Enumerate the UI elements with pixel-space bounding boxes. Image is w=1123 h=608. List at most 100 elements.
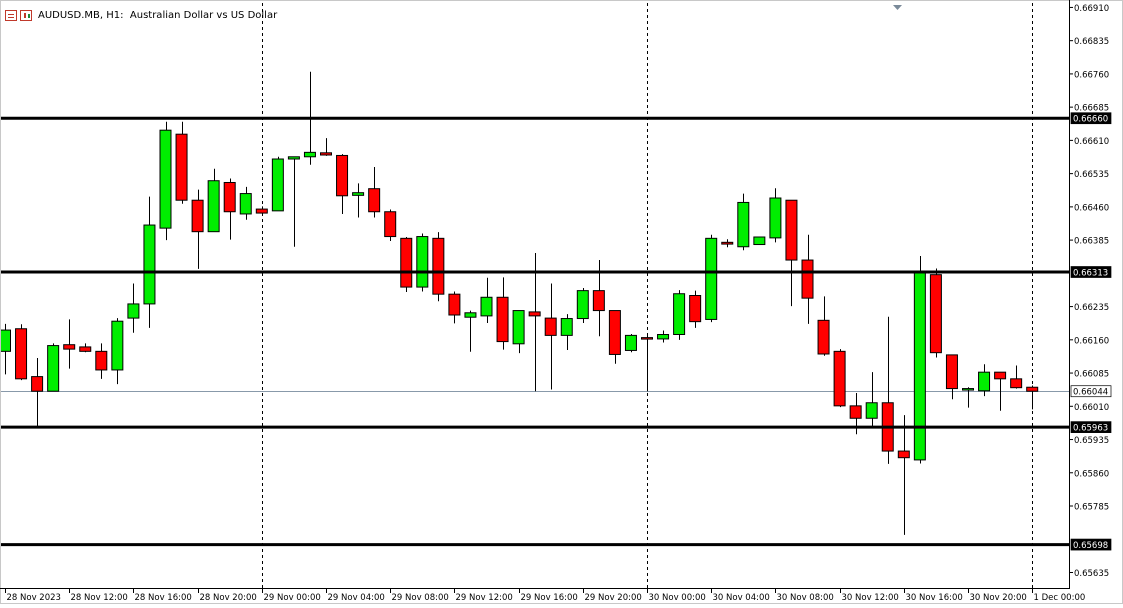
candle <box>368 166 381 218</box>
price-tick-label: 0.66385 <box>1074 237 1109 247</box>
time-tick-label: 29 Nov 12:00 <box>456 593 513 603</box>
time-axis[interactable]: 28 Nov 2023 28 Nov 12:00 28 Nov 16:00 28 No… <box>5 588 1086 603</box>
candles <box>0 71 1039 535</box>
price-label-text: 0.66044 <box>1073 388 1108 398</box>
price-tick-label: 0.65635 <box>1074 569 1109 579</box>
time-tick-label: 28 Nov 2023 <box>7 593 61 603</box>
horizontal-levels[interactable] <box>0 116 1069 547</box>
candle <box>962 387 974 408</box>
price-tick-label: 0.66010 <box>1074 403 1109 413</box>
candle <box>352 183 365 218</box>
level-price-tag: 0.65963 <box>1070 421 1112 434</box>
candle <box>95 343 108 379</box>
candle-body <box>143 224 156 305</box>
price-tick-label: 0.66535 <box>1074 170 1109 180</box>
candle <box>480 277 493 323</box>
candle-body <box>191 199 204 233</box>
candle <box>769 188 782 243</box>
candle-body <box>978 371 991 392</box>
candle <box>416 233 429 292</box>
day-separators <box>262 3 1033 588</box>
candle-body <box>785 199 798 261</box>
level-price-tag: 0.66313 <box>1070 266 1112 279</box>
candle-body <box>769 197 782 239</box>
time-tick-label: 30 Nov 16:00 <box>906 593 963 603</box>
time-tick-label: 30 Nov 00:00 <box>649 593 706 603</box>
candle-body <box>432 237 445 295</box>
timeframe-label: H1 <box>106 9 121 21</box>
candle <box>817 296 830 356</box>
candle-body <box>994 371 1007 380</box>
candle-body <box>576 290 589 320</box>
candle-body <box>865 402 878 419</box>
chart-title: AUDUSD.MB, H1: Australian Dollar vs US D… <box>38 9 278 21</box>
candle-body <box>657 334 670 340</box>
candle <box>175 121 188 204</box>
candle <box>271 156 284 212</box>
time-tick-label: 28 Nov 12:00 <box>71 593 128 603</box>
candle <box>801 234 814 324</box>
candle <box>978 364 991 397</box>
candle-body <box>79 346 92 352</box>
candle-body <box>255 208 268 214</box>
candle-body <box>239 193 252 215</box>
candle-body <box>303 151 316 158</box>
candle <box>945 354 958 400</box>
candle <box>223 178 236 240</box>
candle <box>657 330 670 343</box>
candle <box>464 310 477 352</box>
candle <box>47 343 60 392</box>
candle-body <box>945 354 958 390</box>
candle-body <box>95 350 108 371</box>
candle <box>63 319 76 369</box>
candle-body <box>0 329 11 352</box>
price-label-box <box>1070 112 1112 125</box>
price-label-text: 0.66313 <box>1073 269 1108 279</box>
candle-body <box>608 310 621 355</box>
candle-body <box>159 129 172 229</box>
candle <box>384 209 397 241</box>
price-label-box <box>1070 385 1112 398</box>
candle-body <box>480 296 493 317</box>
price-tick-label: 0.66235 <box>1074 303 1109 313</box>
candle <box>560 314 573 351</box>
chart-shift-marker-icon[interactable] <box>893 5 902 10</box>
time-tick-label: 30 Nov 12:00 <box>842 593 899 603</box>
candle-body <box>624 334 637 351</box>
candle <box>127 283 140 333</box>
candle-body <box>705 237 718 320</box>
time-tick-label: 28 Nov 20:00 <box>200 593 257 603</box>
candle-body <box>512 310 525 345</box>
price-label-text: 0.65963 <box>1073 424 1108 434</box>
candle-body <box>416 236 429 288</box>
candle <box>833 349 846 408</box>
candle-body <box>1010 378 1023 389</box>
price-axis[interactable]: 0.66910 0.66835 0.66760 0.66685 0.66610 0.665… <box>1069 4 1109 579</box>
candle <box>448 291 461 324</box>
candle-body <box>1026 386 1039 392</box>
window-menu-icon[interactable] <box>5 9 17 21</box>
candle <box>608 310 621 364</box>
candle <box>31 357 44 428</box>
price-label-box <box>1070 266 1112 278</box>
price-tick-label: 0.66835 <box>1074 37 1109 47</box>
candle <box>207 168 220 233</box>
candle-body <box>448 293 461 316</box>
candle-body <box>833 350 846 407</box>
candle-body <box>15 328 28 380</box>
candle-body <box>544 317 557 336</box>
candle <box>673 290 686 340</box>
candle-body <box>63 344 76 350</box>
candle <box>1026 385 1039 410</box>
chart-type-icon[interactable] <box>20 9 32 21</box>
price-tick-label: 0.65860 <box>1074 469 1109 479</box>
candle-body <box>929 274 942 354</box>
candle-body <box>592 290 605 312</box>
level-price-tag: 0.65698 <box>1070 538 1112 551</box>
candle-body <box>560 318 573 336</box>
time-tick-label: 28 Nov 16:00 <box>135 593 192 603</box>
candle <box>320 138 332 156</box>
candle-body <box>352 192 365 196</box>
